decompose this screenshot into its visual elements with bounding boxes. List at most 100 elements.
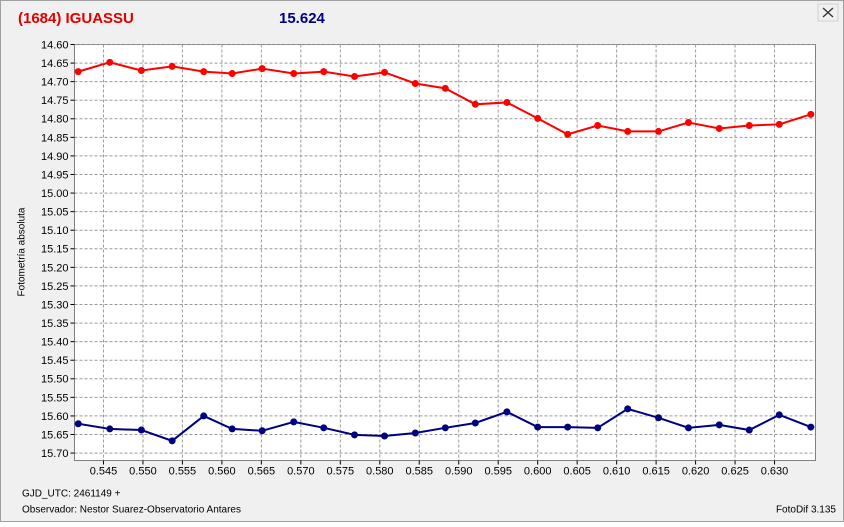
data-point <box>258 427 266 435</box>
y-tick-label: 14.65 <box>41 58 69 70</box>
chart-subtitle: 15.624 <box>279 10 326 27</box>
x-tick-label: 0.585 <box>405 465 433 477</box>
data-point <box>137 426 145 434</box>
y-tick-label: 15.45 <box>41 355 69 367</box>
data-point <box>564 423 572 431</box>
x-tick-label: 0.620 <box>682 465 710 477</box>
footer-observer: Observador: Nestor Suarez-Observatorio A… <box>22 505 241 516</box>
data-point <box>745 426 753 434</box>
x-tick-label: 0.615 <box>642 465 670 477</box>
y-tick-label: 14.95 <box>41 169 69 181</box>
data-point <box>411 80 419 87</box>
data-point <box>594 121 602 129</box>
data-point <box>200 412 208 420</box>
y-tick-label: 14.85 <box>41 132 69 144</box>
y-tick-label: 14.75 <box>41 95 69 107</box>
data-point <box>807 423 815 431</box>
data-point <box>715 421 723 429</box>
y-tick-label: 15.70 <box>41 448 69 460</box>
data-point <box>258 65 266 73</box>
data-point <box>715 124 723 132</box>
data-point <box>200 68 208 76</box>
y-tick-label: 15.35 <box>41 318 69 330</box>
data-point <box>534 114 542 122</box>
data-point <box>228 69 236 77</box>
data-point <box>594 424 602 432</box>
data-point <box>624 127 632 135</box>
x-tick-label: 0.555 <box>169 465 197 477</box>
footer-version: FotoDif 3.135 <box>776 505 836 516</box>
x-tick-label: 0.545 <box>90 465 118 477</box>
x-tick-label: 0.550 <box>129 465 157 477</box>
x-tick-label: 0.560 <box>208 465 236 477</box>
data-point <box>320 68 328 76</box>
data-point <box>106 58 114 66</box>
y-tick-label: 15.30 <box>41 299 69 311</box>
y-tick-label: 14.80 <box>41 114 69 126</box>
data-point <box>290 418 298 426</box>
data-point <box>684 119 692 126</box>
x-tick-label: 0.580 <box>366 465 394 477</box>
data-point <box>137 67 145 74</box>
x-tick-label: 0.570 <box>287 465 315 477</box>
x-tick-label: 0.625 <box>721 465 749 477</box>
data-point <box>684 424 692 432</box>
y-tick-label: 15.65 <box>41 429 69 441</box>
data-point <box>168 437 176 445</box>
y-tick-label: 14.60 <box>41 39 69 51</box>
data-point <box>411 429 419 437</box>
data-point <box>807 110 815 118</box>
data-point <box>471 100 479 108</box>
y-axis-label: Fotometría absoluta <box>17 207 28 296</box>
data-point <box>503 408 511 416</box>
y-tick-label: 15.55 <box>41 392 69 404</box>
data-point <box>168 62 176 70</box>
x-tick-label: 0.630 <box>761 465 789 477</box>
data-point <box>441 84 449 92</box>
x-tick-label: 0.565 <box>248 465 276 477</box>
x-tick-label: 0.600 <box>524 465 552 477</box>
data-point <box>564 130 572 138</box>
y-tick-label: 15.50 <box>41 374 69 386</box>
plot-area <box>74 44 816 461</box>
y-tick-label: 15.05 <box>41 207 69 219</box>
data-point <box>320 424 328 432</box>
data-point <box>74 68 82 76</box>
data-point <box>441 424 449 432</box>
data-point <box>290 69 298 77</box>
x-tick-label: 0.610 <box>603 465 631 477</box>
x-tick-label: 0.590 <box>445 465 473 477</box>
data-point <box>74 420 82 428</box>
data-point <box>624 405 632 413</box>
data-point <box>228 425 236 433</box>
y-tick-label: 15.10 <box>41 225 69 237</box>
y-tick-label: 15.25 <box>41 281 69 293</box>
y-tick-label: 15.15 <box>41 244 69 256</box>
chart-title: (1684) IGUASSU <box>18 10 134 27</box>
footer-gjd: GJD_UTC: 2461149 + <box>22 489 121 500</box>
data-point <box>381 68 389 76</box>
data-point <box>775 120 783 128</box>
data-point <box>654 127 662 135</box>
x-tick-label: 0.595 <box>484 465 512 477</box>
data-point <box>351 72 359 80</box>
data-point <box>106 425 114 433</box>
data-point <box>534 423 542 431</box>
y-tick-label: 15.60 <box>41 411 69 423</box>
y-tick-label: 15.00 <box>41 188 69 200</box>
y-tick-label: 14.90 <box>41 151 69 163</box>
data-point <box>745 121 753 129</box>
data-point <box>503 98 511 106</box>
data-point <box>471 419 479 427</box>
data-point <box>381 432 389 440</box>
y-tick-label: 15.20 <box>41 262 69 274</box>
data-point <box>775 411 783 419</box>
y-tick-label: 14.70 <box>41 77 69 89</box>
data-point <box>351 431 359 439</box>
data-point <box>654 414 662 422</box>
x-tick-label: 0.575 <box>327 465 355 477</box>
y-tick-label: 15.40 <box>41 337 69 349</box>
close-icon[interactable] <box>822 7 834 18</box>
